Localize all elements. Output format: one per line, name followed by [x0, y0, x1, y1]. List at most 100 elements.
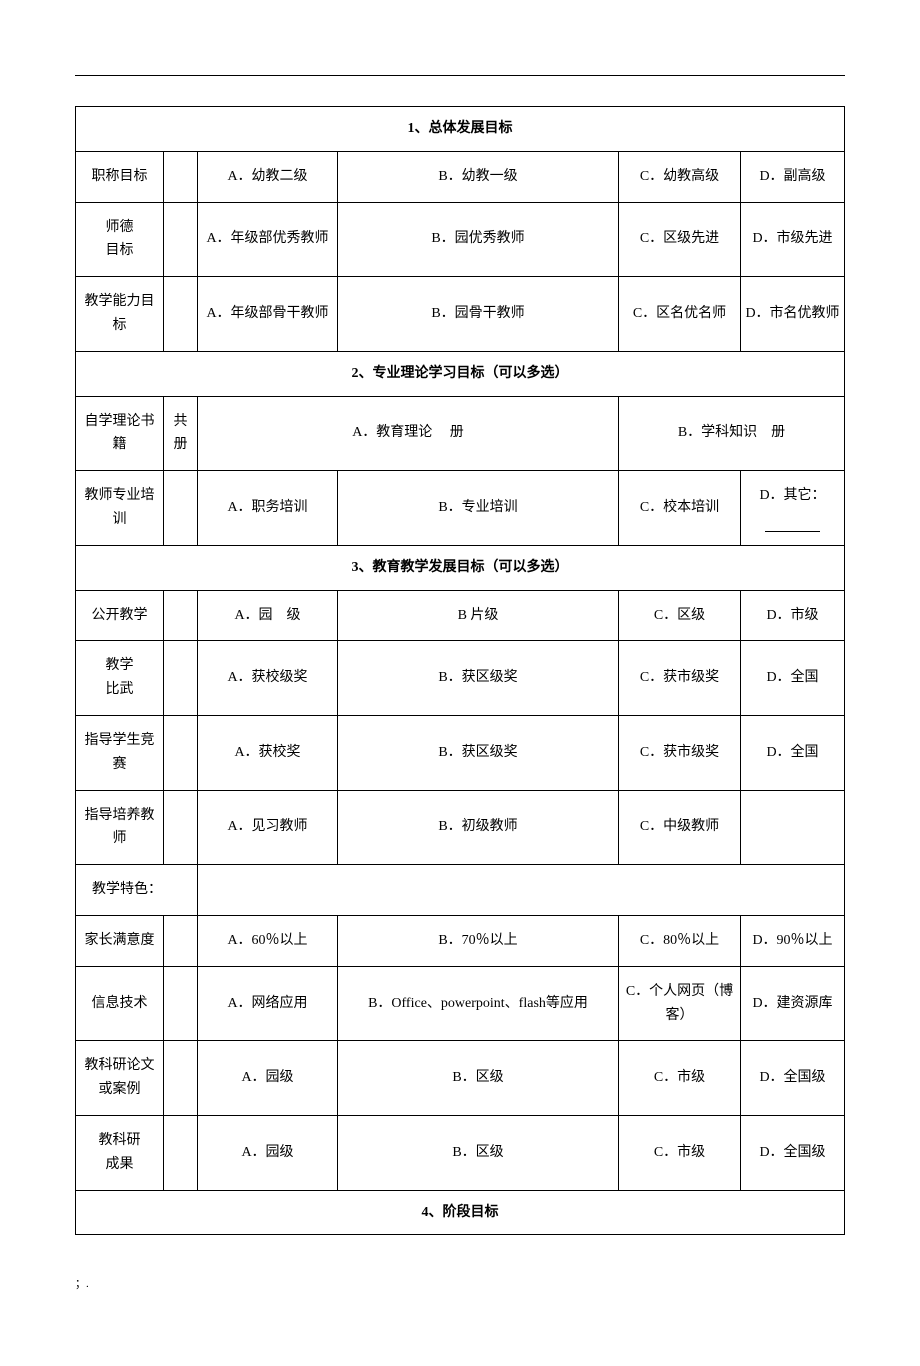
row-label: 教师专业培训: [76, 471, 164, 546]
row-selection[interactable]: [164, 1041, 198, 1116]
row-selection[interactable]: [164, 590, 198, 641]
row-label: 指导学生竞赛: [76, 715, 164, 790]
option-c[interactable]: C．个人网页（博客）: [619, 966, 741, 1041]
page-footer: ；.: [75, 1275, 845, 1291]
section-1-title: 1、总体发展目标: [76, 107, 845, 152]
option-b[interactable]: B．区级: [338, 1041, 619, 1116]
option-b[interactable]: B．幼教一级: [338, 151, 619, 202]
section-2-header-row: 2、专业理论学习目标（可以多选）: [76, 351, 845, 396]
option-a[interactable]: A．年级部骨干教师: [198, 277, 338, 352]
table-row: 教科研论文或案例 A．园级 B．区级 C．市级 D．全国级: [76, 1041, 845, 1116]
option-b[interactable]: B．获区级奖: [338, 641, 619, 716]
row-selection[interactable]: [164, 966, 198, 1041]
option-b[interactable]: B．区级: [338, 1115, 619, 1190]
section-4-header-row: 4、阶段目标: [76, 1190, 845, 1235]
option-c[interactable]: C．80％以上: [619, 915, 741, 966]
option-d[interactable]: D．90％以上: [741, 915, 845, 966]
option-b[interactable]: B．70％以上: [338, 915, 619, 966]
row-label: 信息技术: [76, 966, 164, 1041]
option-d[interactable]: D．全国: [741, 715, 845, 790]
option-d[interactable]: D．副高级: [741, 151, 845, 202]
option-b[interactable]: B．园优秀教师: [338, 202, 619, 277]
option-c[interactable]: C．幼教高级: [619, 151, 741, 202]
option-c[interactable]: C．获市级奖: [619, 641, 741, 716]
option-a[interactable]: A．获校奖: [198, 715, 338, 790]
option-d[interactable]: D．全国级: [741, 1115, 845, 1190]
option-b[interactable]: B．专业培训: [338, 471, 619, 546]
row-label: 教学特色：: [76, 865, 198, 916]
option-c[interactable]: C．区级: [619, 590, 741, 641]
row-label: 教学比武: [76, 641, 164, 716]
option-c[interactable]: C．获市级奖: [619, 715, 741, 790]
option-c[interactable]: C．市级: [619, 1041, 741, 1116]
option-a[interactable]: A．见习教师: [198, 790, 338, 865]
page-top-divider: [75, 75, 845, 76]
option-a[interactable]: A．年级部优秀教师: [198, 202, 338, 277]
option-c[interactable]: C．中级教师: [619, 790, 741, 865]
option-a[interactable]: A．网络应用: [198, 966, 338, 1041]
option-d[interactable]: D．市级: [741, 590, 845, 641]
row-label: 自学理论书籍: [76, 396, 164, 471]
option-d[interactable]: D．全国级: [741, 1041, 845, 1116]
option-b[interactable]: B 片级: [338, 590, 619, 641]
table-row: 公开教学 A．园 级 B 片级 C．区级 D．市级: [76, 590, 845, 641]
option-d[interactable]: D．其它：: [741, 471, 845, 546]
option-a[interactable]: A．园级: [198, 1041, 338, 1116]
row-selection[interactable]: [164, 715, 198, 790]
option-d[interactable]: D．建资源库: [741, 966, 845, 1041]
option-b[interactable]: B．园骨干教师: [338, 277, 619, 352]
table-row: 信息技术 A．网络应用 B．Office、powerpoint、flash等应用…: [76, 966, 845, 1041]
row-selection[interactable]: [164, 641, 198, 716]
row-selection[interactable]: [164, 471, 198, 546]
option-b[interactable]: B．初级教师: [338, 790, 619, 865]
row-selection[interactable]: [164, 277, 198, 352]
row-label: 职称目标: [76, 151, 164, 202]
row-label: 师德目标: [76, 202, 164, 277]
feature-input[interactable]: [198, 865, 845, 916]
table-row: 师德目标 A．年级部优秀教师 B．园优秀教师 C．区级先进 D．市级先进: [76, 202, 845, 277]
option-c[interactable]: C．区级先进: [619, 202, 741, 277]
row-selection[interactable]: [164, 151, 198, 202]
row-selection[interactable]: [164, 202, 198, 277]
table-row: 教科研成果 A．园级 B．区级 C．市级 D．全国级: [76, 1115, 845, 1190]
row-label: 公开教学: [76, 590, 164, 641]
section-3-title: 3、教育教学发展目标（可以多选）: [76, 545, 845, 590]
option-a[interactable]: A．获校级奖: [198, 641, 338, 716]
table-row: 教学特色：: [76, 865, 845, 916]
option-a[interactable]: A．职务培训: [198, 471, 338, 546]
row-label: 教科研论文或案例: [76, 1041, 164, 1116]
option-b[interactable]: B．获区级奖: [338, 715, 619, 790]
row-selection[interactable]: [164, 790, 198, 865]
option-a[interactable]: A．60％以上: [198, 915, 338, 966]
table-row: 家长满意度 A．60％以上 B．70％以上 C．80％以上 D．90％以上: [76, 915, 845, 966]
row-narrow: 共册: [164, 396, 198, 471]
row-label: 指导培养教师: [76, 790, 164, 865]
option-c[interactable]: C．市级: [619, 1115, 741, 1190]
option-a[interactable]: A．教育理论 册: [198, 396, 619, 471]
option-c[interactable]: C．区名优名师: [619, 277, 741, 352]
option-b[interactable]: B．Office、powerpoint、flash等应用: [338, 966, 619, 1041]
row-label: 教学能力目标: [76, 277, 164, 352]
option-d[interactable]: D．市名优教师: [741, 277, 845, 352]
option-d[interactable]: D．全国: [741, 641, 845, 716]
option-c[interactable]: C．校本培训: [619, 471, 741, 546]
option-a[interactable]: A．园 级: [198, 590, 338, 641]
section-2-title: 2、专业理论学习目标（可以多选）: [76, 351, 845, 396]
row-label: 教科研成果: [76, 1115, 164, 1190]
section-4-title: 4、阶段目标: [76, 1190, 845, 1235]
option-d[interactable]: D．市级先进: [741, 202, 845, 277]
row-label: 家长满意度: [76, 915, 164, 966]
table-row: 教学能力目标 A．年级部骨干教师 B．园骨干教师 C．区名优名师 D．市名优教师: [76, 277, 845, 352]
table-row: 指导培养教师 A．见习教师 B．初级教师 C．中级教师: [76, 790, 845, 865]
table-row: 教学比武 A．获校级奖 B．获区级奖 C．获市级奖 D．全国: [76, 641, 845, 716]
table-row: 教师专业培训 A．职务培训 B．专业培训 C．校本培训 D．其它：: [76, 471, 845, 546]
row-selection[interactable]: [164, 1115, 198, 1190]
option-b[interactable]: B．学科知识 册: [619, 396, 845, 471]
option-a[interactable]: A．园级: [198, 1115, 338, 1190]
option-a[interactable]: A．幼教二级: [198, 151, 338, 202]
section-1-header-row: 1、总体发展目标: [76, 107, 845, 152]
row-selection[interactable]: [164, 915, 198, 966]
section-3-header-row: 3、教育教学发展目标（可以多选）: [76, 545, 845, 590]
option-d[interactable]: [741, 790, 845, 865]
goals-table: 1、总体发展目标 职称目标 A．幼教二级 B．幼教一级 C．幼教高级 D．副高级…: [75, 106, 845, 1235]
